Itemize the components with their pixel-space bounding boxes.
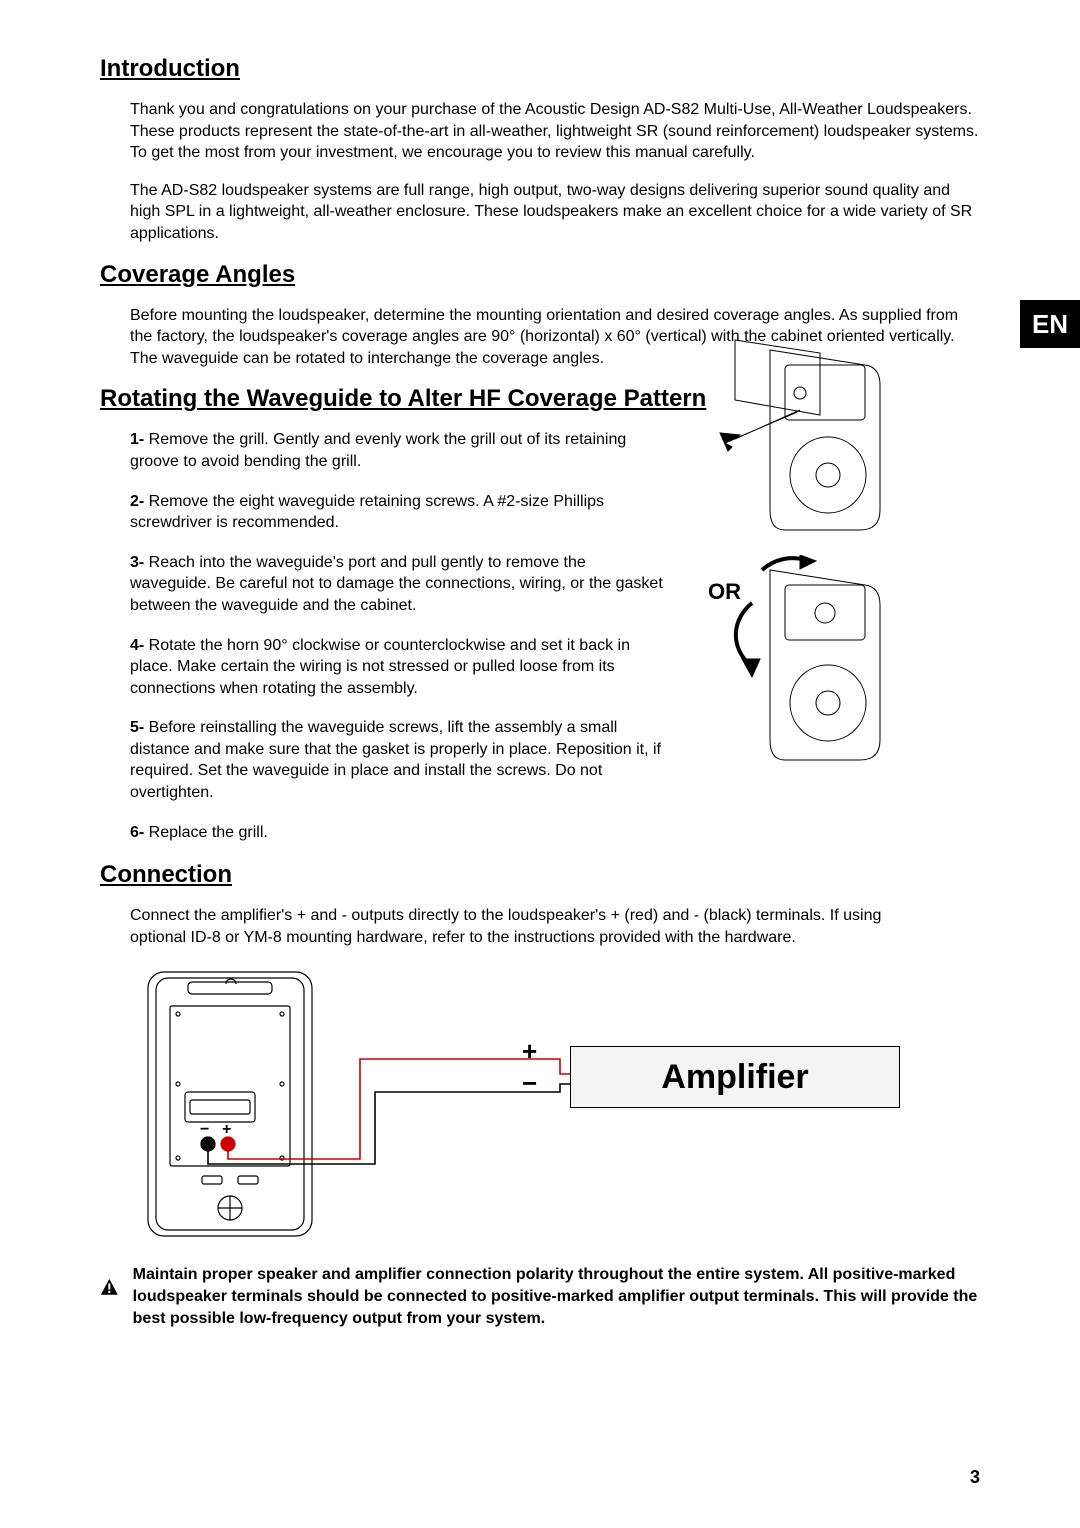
heading-introduction: Introduction <box>100 55 980 83</box>
warning-text: Maintain proper speaker and amplifier co… <box>133 1264 980 1329</box>
step-2: 2- Remove the eight waveguide retaining … <box>130 491 665 534</box>
heading-coverage-angles: Coverage Angles <box>100 261 980 289</box>
step-6: 6- Replace the grill. <box>130 822 665 844</box>
figure-remove-grill <box>700 335 900 535</box>
language-tab: EN <box>1020 300 1080 348</box>
step-4: 4- Rotate the horn 90° clockwise or coun… <box>130 635 665 700</box>
warning-row: Maintain proper speaker and amplifier co… <box>100 1264 980 1329</box>
connection-diagram: − + + − Amplifier <box>130 964 980 1244</box>
step-5: 5- Before reinstalling the waveguide scr… <box>130 717 665 803</box>
intro-paragraph-1: Thank you and congratulations on your pu… <box>130 99 980 164</box>
page-number: 3 <box>970 1467 980 1488</box>
step-3: 3- Reach into the waveguide's port and p… <box>130 552 665 617</box>
warning-icon <box>100 1264 119 1310</box>
figure-rotate-horn: OR <box>700 555 900 765</box>
amp-minus-label: − <box>522 1068 537 1099</box>
connection-paragraph: Connect the amplifier's + and - outputs … <box>130 905 890 948</box>
figure-or-label: OR <box>708 579 741 604</box>
amplifier-box: Amplifier <box>570 1046 900 1108</box>
step-1: 1- Remove the grill. Gently and evenly w… <box>130 429 665 472</box>
amp-plus-label: + <box>522 1036 537 1067</box>
intro-paragraph-2: The AD-S82 loudspeaker systems are full … <box>130 180 980 245</box>
amplifier-label: Amplifier <box>661 1058 808 1097</box>
heading-connection: Connection <box>100 861 980 889</box>
page: EN Introduction Thank you and congratula… <box>0 0 1080 1528</box>
